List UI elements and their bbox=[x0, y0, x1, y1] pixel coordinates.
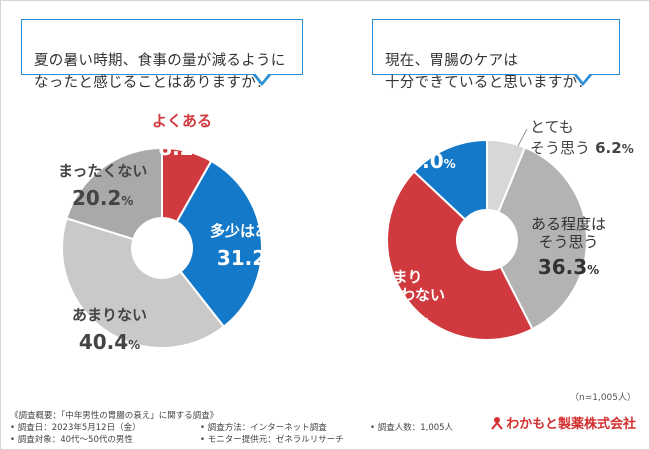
c2-label-notmuch-cat2: そう思わない bbox=[355, 286, 446, 304]
c2-label-notatall-cat2: そう思わない bbox=[380, 125, 471, 143]
footer-survey-title: 《調査概要：「中年男性の胃腸の衰え」に関する調査》 bbox=[10, 411, 219, 421]
c1-label-rarely: あまりない 40.4% bbox=[72, 306, 147, 357]
speech-tail bbox=[573, 72, 593, 86]
c1-label-never-pct: 20.2% bbox=[72, 186, 134, 210]
c2-label-notatall-pct: 13.0% bbox=[394, 149, 456, 173]
c2-label-notatall-cat1: まったく bbox=[395, 107, 455, 125]
chart2-center-hole bbox=[457, 210, 517, 270]
c2-label-somewhat-cat2: そう思う bbox=[538, 233, 599, 251]
chart1-slice-2 bbox=[61, 217, 226, 349]
c1-label-never: まったくない 20.2% bbox=[58, 162, 147, 213]
footer-survey-target: • 調査対象：40代～50代の男性 bbox=[10, 435, 133, 445]
question-1-text: 夏の暑い時期、食事の量が減るように なったと感じることはありますか？ bbox=[34, 53, 286, 91]
footer-survey-date: • 調査日：2023年5月12日（金） bbox=[10, 423, 141, 433]
c2-label-very-cat1: とても bbox=[530, 118, 574, 136]
question-2-text: 現在、胃腸のケアは 十分できていると思いますか？ bbox=[385, 53, 593, 91]
c1-label-somewhat: 多少はある 31.2% bbox=[210, 222, 285, 273]
speech-tail bbox=[252, 72, 272, 86]
c1-label-rarely-pct: 40.4% bbox=[78, 330, 141, 354]
c1-label-often: よくある 8.2% bbox=[152, 112, 212, 163]
c2-label-notmuch: あまり そう思わない 44.5% bbox=[355, 268, 445, 335]
c2-label-notatall: まったく そう思わない 13.0% bbox=[380, 107, 470, 176]
c2-label-somewhat: ある程度は そう思う 36.3% bbox=[531, 215, 606, 282]
c2-label-somewhat-cat1: ある程度は bbox=[531, 215, 607, 233]
c2-label-very-line2: そう思う 6.2% bbox=[530, 139, 634, 157]
sample-size-note: （n=1,005人） bbox=[569, 393, 636, 403]
c1-label-somewhat-pct: 31.2% bbox=[216, 246, 279, 270]
c1-label-often-cat: よくある bbox=[152, 112, 213, 130]
chart2-leader-line bbox=[517, 128, 528, 147]
footer-monitor-provider: • モニター提供元：ゼネラルリサーチ bbox=[200, 435, 344, 445]
brand-logo: わかもと製薬株式会社 bbox=[491, 413, 636, 432]
footer-survey-method: • 調査方法：インターネット調査 bbox=[200, 423, 327, 433]
c2-label-somewhat-pct: 36.3% bbox=[537, 255, 600, 279]
c2-label-very: とても そう思う 6.2% bbox=[530, 118, 634, 161]
c1-label-rarely-cat: あまりない bbox=[72, 306, 148, 324]
footer-respondent-count: • 調査人数：1,005人 bbox=[370, 423, 454, 433]
c2-label-notmuch-cat1: あまり bbox=[377, 268, 423, 286]
c1-label-often-pct: 8.2% bbox=[158, 136, 206, 160]
c2-label-notmuch-pct: 44.5% bbox=[369, 308, 431, 332]
c1-label-somewhat-cat: 多少はある bbox=[210, 222, 286, 240]
brand-mark-icon bbox=[491, 416, 504, 430]
chart1-center-hole bbox=[132, 218, 192, 278]
question-2-box: 現在、胃腸のケアは 十分できていると思いますか？ bbox=[372, 19, 620, 91]
brand-name: わかもと製薬株式会社 bbox=[506, 417, 636, 432]
question-1-box: 夏の暑い時期、食事の量が減るように なったと感じることはありますか？ bbox=[21, 19, 303, 91]
c1-label-never-cat: まったくない bbox=[58, 162, 148, 180]
